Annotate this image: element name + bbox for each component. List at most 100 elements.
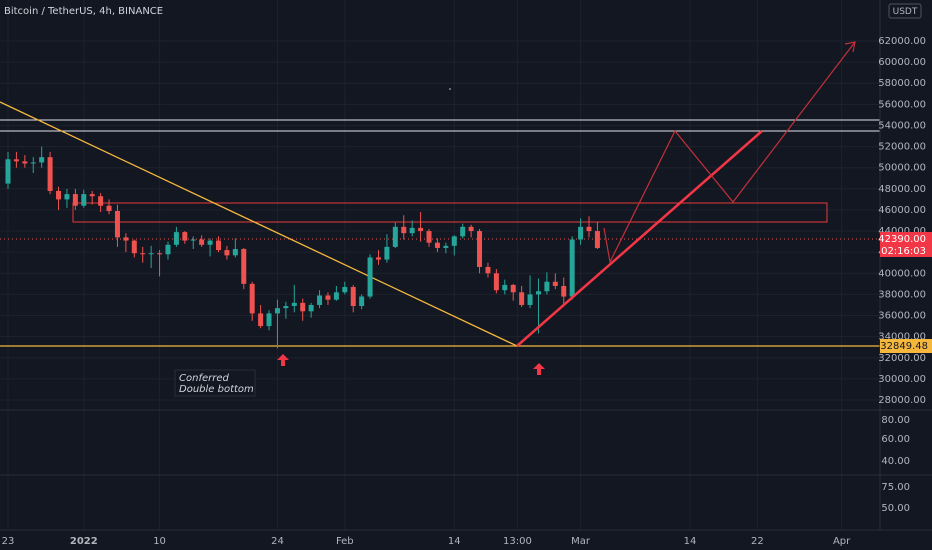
candle-body: [502, 284, 508, 291]
candle-body: [47, 157, 53, 191]
candle-body: [39, 157, 45, 163]
candle-body: [342, 287, 348, 293]
candle-body: [131, 240, 137, 254]
price-tag: [880, 232, 932, 257]
arrow-up: [533, 363, 545, 375]
candle-body: [493, 273, 499, 291]
candle-body: [30, 162, 36, 164]
y-tick-label: 50000.00: [878, 163, 926, 174]
x-tick-label: 13:00: [503, 536, 532, 547]
candle-body: [443, 245, 449, 248]
note-box: [174, 369, 256, 397]
candle-body: [451, 236, 457, 246]
candle-body: [317, 295, 323, 305]
y-tick-label: 58000.00: [878, 78, 926, 89]
candle-body: [333, 292, 339, 300]
indicator-tick-label: 50.00: [881, 503, 910, 514]
candle-body: [5, 159, 11, 184]
candle-body: [207, 240, 213, 245]
x-tick-label: 22: [751, 536, 764, 547]
candle-body: [190, 239, 196, 241]
candle-body: [224, 250, 230, 256]
candle-body: [460, 226, 466, 237]
candle-body: [384, 246, 390, 260]
candle-body: [569, 239, 575, 297]
candle-body: [216, 240, 222, 251]
title: Bitcoin / TetherUS, 4h, BINANCE: [4, 6, 163, 17]
candle-body: [22, 161, 28, 164]
x-tick-label: 23: [2, 536, 15, 547]
candle-body: [418, 227, 424, 232]
candle-body: [519, 292, 525, 305]
candle-body: [258, 313, 264, 327]
candle-body: [249, 283, 255, 314]
price-value: 42390.00: [878, 234, 926, 245]
x-tick-label: 2022: [70, 536, 98, 547]
support-tag: [880, 339, 932, 353]
projection-arrow: [844, 41, 856, 53]
x-tick-label: Feb: [336, 536, 354, 547]
candle-body: [274, 308, 280, 314]
candle-body: [106, 205, 112, 211]
indicator-tick-label: 75.00: [881, 482, 910, 493]
indicator-tick-label: 80.00: [881, 415, 910, 426]
y-tick-label: 34000.00: [878, 332, 926, 343]
candle-body: [56, 190, 62, 200]
candle-body: [468, 226, 474, 232]
candle-body: [325, 295, 331, 300]
candle-body: [434, 242, 440, 248]
candle-body: [375, 257, 381, 260]
arrow-up: [277, 354, 289, 366]
projection: [603, 41, 856, 264]
indicator-tick-label: 40.00: [881, 456, 910, 467]
trend-line: [0, 101, 518, 347]
candle-body: [283, 306, 289, 309]
candle-body: [98, 196, 104, 206]
support-value: 32849.48: [880, 341, 928, 352]
candle-body: [291, 302, 297, 307]
currency[interactable]: USDT: [893, 7, 918, 17]
y-tick-label: 44000.00: [878, 226, 926, 237]
candle-body: [552, 281, 558, 286]
candle-body: [173, 232, 179, 245]
y-tick-label: 28000.00: [878, 395, 926, 406]
candle-body: [232, 249, 238, 256]
candle-body: [367, 257, 373, 297]
y-tick-label: 62000.00: [878, 36, 926, 47]
candle-body: [308, 304, 314, 312]
y-tick-label: 48000.00: [878, 184, 926, 195]
candle-body: [535, 291, 541, 295]
axes: 28000.00 30000.00 32000.00 34000.00 36000.00…: [2, 36, 926, 547]
candle-body: [89, 194, 95, 197]
grid: [0, 0, 880, 530]
y-tick-label: 46000.00: [878, 205, 926, 216]
candle-body: [485, 266, 491, 274]
x-tick-label: Mar: [571, 536, 591, 547]
candle-body: [266, 313, 272, 327]
candle-body: [114, 210, 120, 238]
candle-body: [182, 232, 188, 241]
y-tick-label: 32000.00: [878, 353, 926, 364]
candle-body: [165, 244, 171, 255]
x-tick-label: 14: [684, 536, 697, 547]
x-tick-label: Apr: [833, 536, 851, 547]
candle-body: [13, 159, 19, 162]
currency-box[interactable]: [888, 3, 922, 19]
candle-body: [157, 253, 163, 255]
x-tick-label: 24: [271, 536, 284, 547]
candle-body: [300, 302, 306, 312]
candle-body: [359, 296, 365, 307]
note: Double bottom: [179, 384, 254, 395]
candle-body: [72, 194, 78, 206]
candle-body: [148, 253, 154, 255]
candle-body: [477, 231, 483, 267]
x-tick-label: 14: [448, 536, 461, 547]
candle-body: [544, 281, 550, 292]
candle-body: [401, 226, 407, 234]
candle-body: [392, 226, 398, 247]
candle-body: [199, 239, 205, 245]
candles: [5, 146, 600, 349]
y-tick-label: 60000.00: [878, 57, 926, 68]
